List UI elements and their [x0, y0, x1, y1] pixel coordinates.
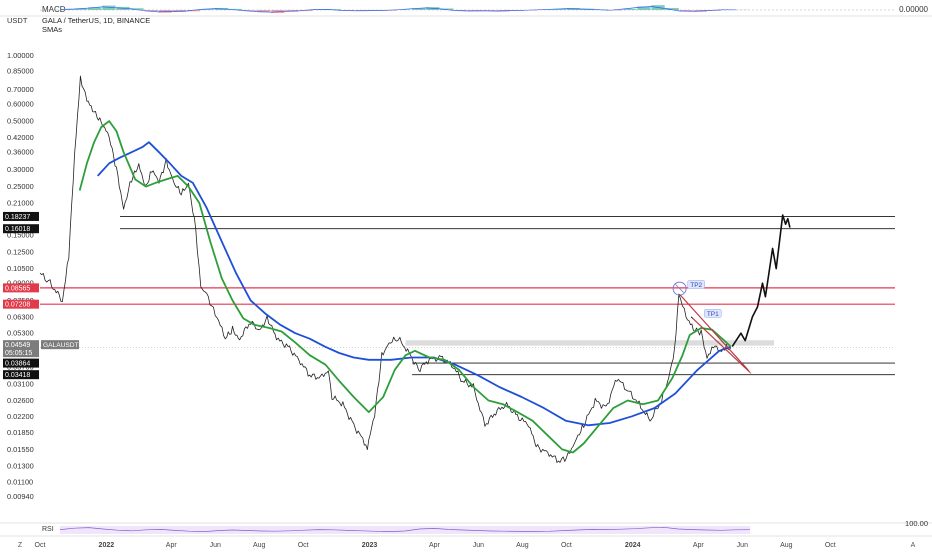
y-tick-label: 0.01100	[7, 477, 33, 486]
price-tag-text: 0.08565	[5, 285, 30, 292]
price-tag-text: 05:05:15	[5, 350, 32, 357]
y-tick-label: 0.21000	[7, 199, 34, 208]
y-tick-label: 0.01850	[7, 428, 34, 437]
price-tag-text: 0.04549	[5, 342, 30, 349]
x-tick-label: 2023	[362, 542, 378, 549]
x-tick-label: Apr	[429, 542, 441, 549]
y-tick-label: 0.30000	[7, 165, 34, 174]
y-tick-label: 1.00000	[7, 51, 34, 60]
y-tick-label: 0.70000	[7, 85, 34, 94]
x-tick-label: Jun	[473, 542, 484, 549]
x-tick-label: Oct	[298, 542, 309, 549]
rsi-line	[60, 526, 750, 534]
price-tag-text: 0.16018	[5, 226, 30, 233]
log-scale-button[interactable]: Z	[18, 542, 23, 549]
x-tick-label: Apr	[693, 542, 705, 549]
chart-title: GALA / TetherUS, 1D, BINANCE	[42, 16, 150, 25]
y-tick-label: 0.12500	[7, 248, 34, 257]
auto-scale-button[interactable]: A	[911, 542, 916, 549]
x-tick-label: Apr	[166, 542, 178, 549]
y-tick-label: 0.06300	[7, 312, 34, 321]
rsi-label: RSI	[42, 526, 54, 533]
x-tick-label: Aug	[516, 542, 529, 549]
y-tick-label: 0.03100	[7, 379, 34, 388]
currency-label: USDT	[7, 16, 28, 25]
y-tick-label: 0.25000	[7, 182, 34, 191]
y-tick-label: 0.42000	[7, 133, 34, 142]
indicator-legend: SMAs	[42, 25, 62, 34]
x-tick-label: Oct	[825, 542, 836, 549]
tp-label-text: TP2	[690, 282, 702, 289]
rsi-band	[60, 526, 750, 534]
y-tick-label: 0.10500	[7, 264, 34, 273]
x-tick-label: Jun	[737, 542, 748, 549]
x-tick-label: Oct	[35, 542, 46, 549]
price-tag-text: 0.18237	[5, 214, 30, 221]
x-tick-label: Oct	[561, 542, 572, 549]
x-tick-label: Aug	[253, 542, 266, 549]
rsi-value: 100.00	[905, 519, 928, 528]
x-tick-label: Jun	[210, 542, 221, 549]
y-tick-label: 0.60000	[7, 99, 34, 108]
price-tag-text: 0.03864	[5, 361, 30, 368]
symbol-tag-text: GALAUSDT	[43, 342, 79, 349]
y-tick-label: 0.36000	[7, 148, 34, 157]
tp-label-text: TP1	[707, 311, 719, 318]
price-tag-text: 0.03418	[5, 372, 30, 379]
y-tick-label: 0.05300	[7, 329, 34, 338]
x-tick-label: 2024	[625, 542, 641, 549]
price-tag-text: 0.07208	[5, 302, 30, 309]
y-tick-label: 0.50000	[7, 117, 34, 126]
x-tick-label: 2022	[99, 542, 115, 549]
y-tick-label: 0.02200	[7, 412, 34, 421]
x-tick-label: Aug	[780, 542, 793, 549]
y-tick-label: 0.01300	[7, 462, 34, 471]
macd-value: 0.00000	[899, 5, 928, 14]
y-tick-label: 0.00940	[7, 492, 34, 501]
y-tick-label: 0.85000	[7, 66, 34, 75]
y-tick-label: 0.02600	[7, 396, 34, 405]
y-tick-label: 0.01550	[7, 445, 34, 454]
